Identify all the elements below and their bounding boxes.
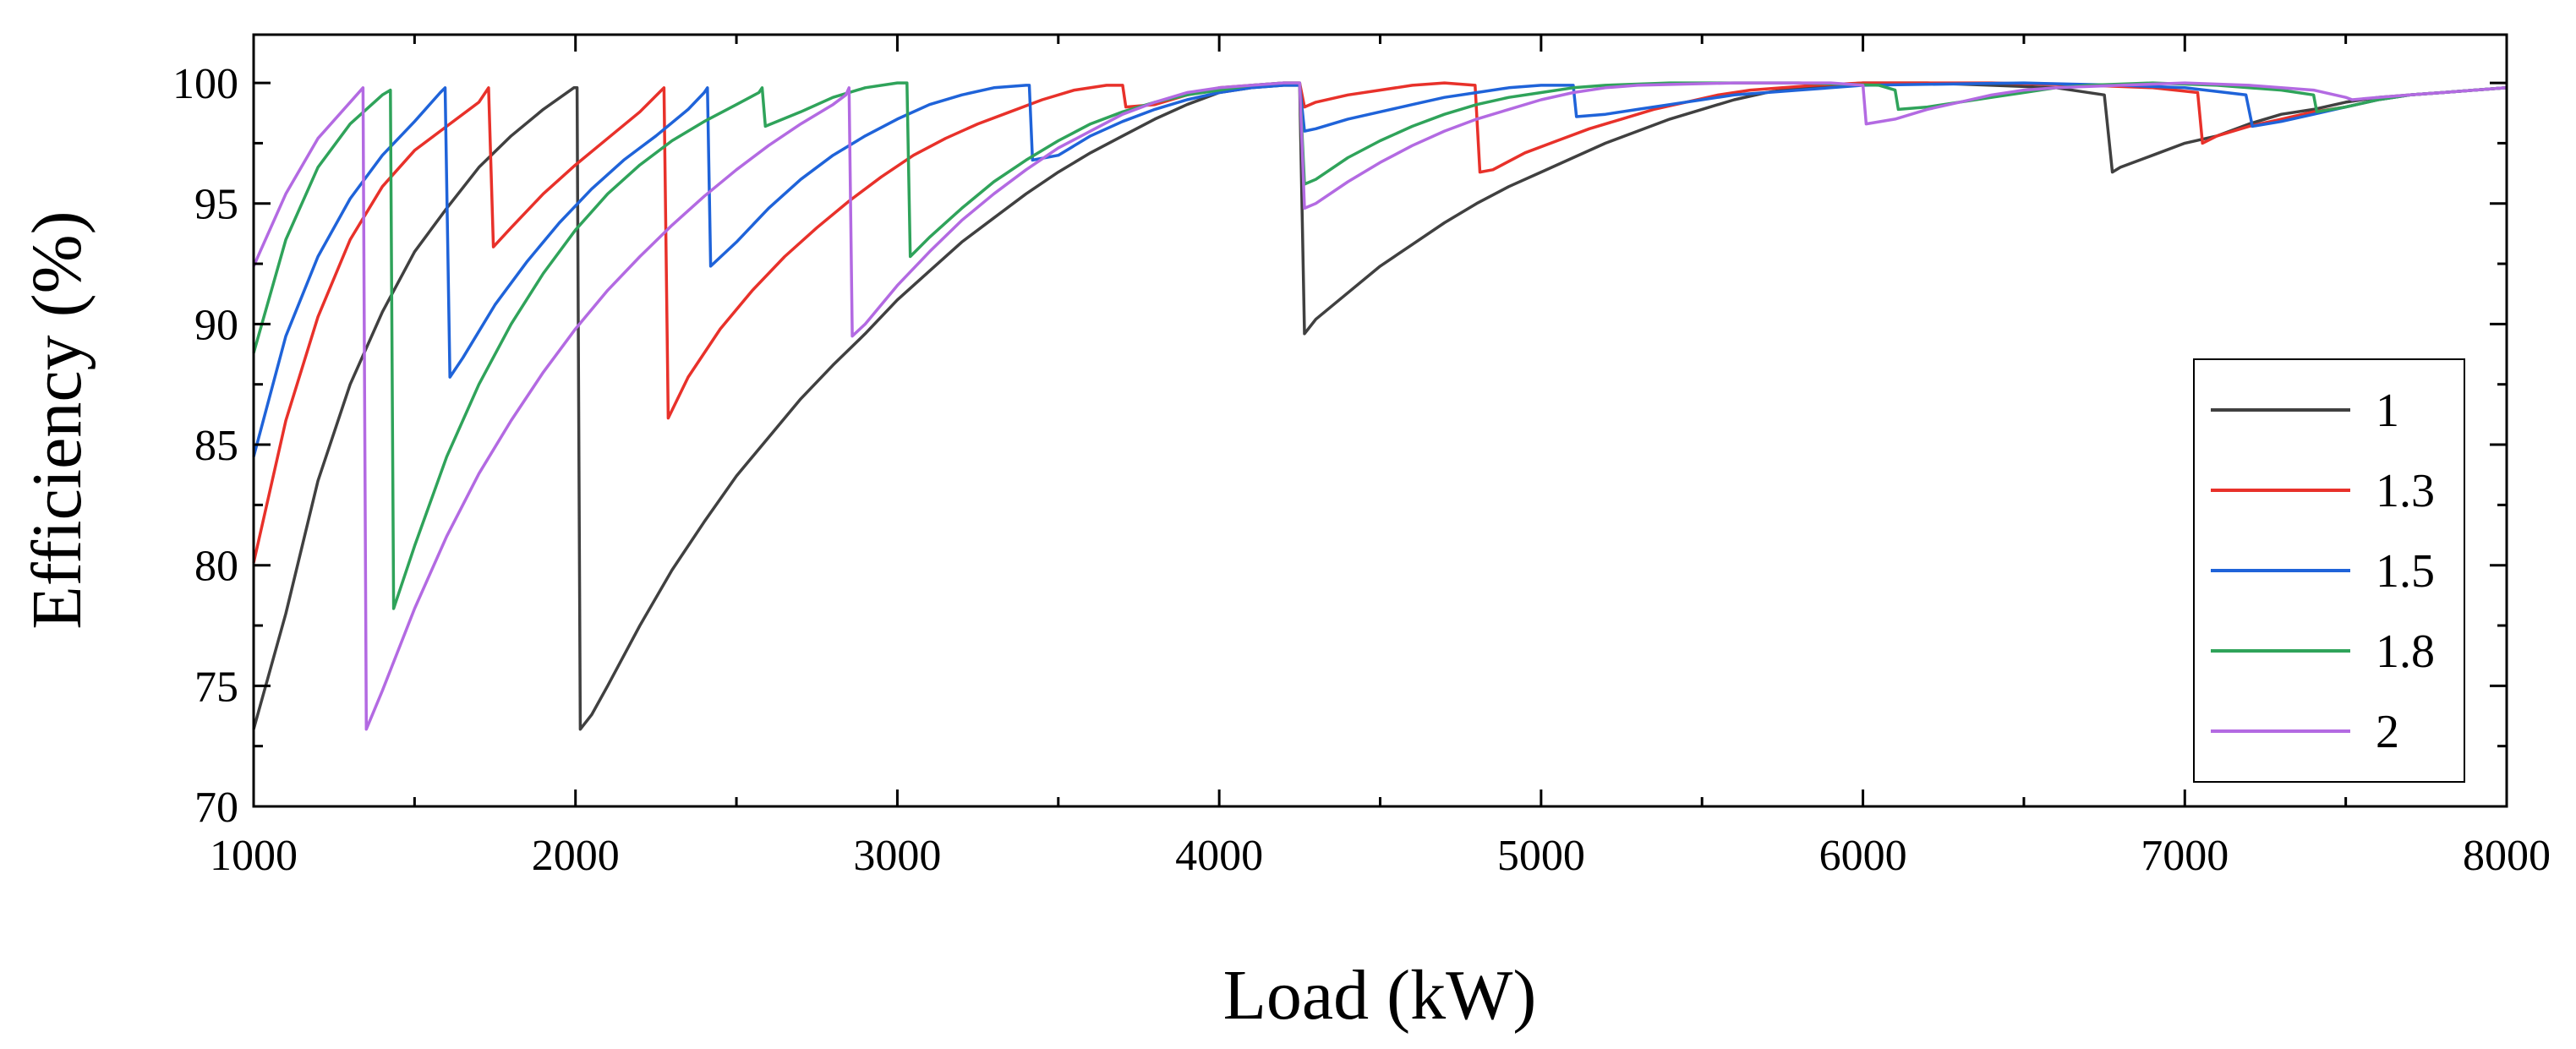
y-tick-label: 90 <box>194 301 238 349</box>
y-tick-label: 85 <box>194 422 238 470</box>
series-line-0 <box>252 81 2508 731</box>
legend: 1 1.3 1.5 1.8 2 <box>2193 358 2465 783</box>
legend-label-2: 1.5 <box>2376 545 2435 598</box>
x-tick-label: 5000 <box>1497 832 1585 880</box>
series-line-4 <box>252 81 2508 731</box>
x-axis-title: Load (kW) <box>1223 956 1537 1035</box>
series-line-2 <box>252 81 2508 457</box>
legend-label-0: 1 <box>2376 385 2399 437</box>
x-tick-label: 8000 <box>2463 832 2551 880</box>
y-tick-label: 95 <box>194 181 238 229</box>
y-tick-label: 70 <box>194 784 238 832</box>
y-tick-label: 100 <box>172 60 238 108</box>
tick-layer: 1000 2000 3000 4000 5000 6000 7000 8000 70 75 80 85… <box>172 35 2551 880</box>
y-tick-label: 75 <box>194 663 238 711</box>
legend-label-1: 1.3 <box>2376 465 2435 517</box>
x-tick-label: 1000 <box>210 832 298 880</box>
x-tick-label: 3000 <box>853 832 941 880</box>
series-layer <box>252 81 2508 731</box>
x-tick-label: 6000 <box>1819 832 1907 880</box>
legend-label-3: 1.8 <box>2376 626 2435 678</box>
x-tick-label: 4000 <box>1175 832 1263 880</box>
y-tick-label: 80 <box>194 543 238 591</box>
y-axis-title: Efficiency (%) <box>18 210 96 629</box>
legend-label-4: 2 <box>2376 706 2399 758</box>
x-tick-label: 7000 <box>2141 832 2229 880</box>
x-tick-label: 2000 <box>532 832 620 880</box>
